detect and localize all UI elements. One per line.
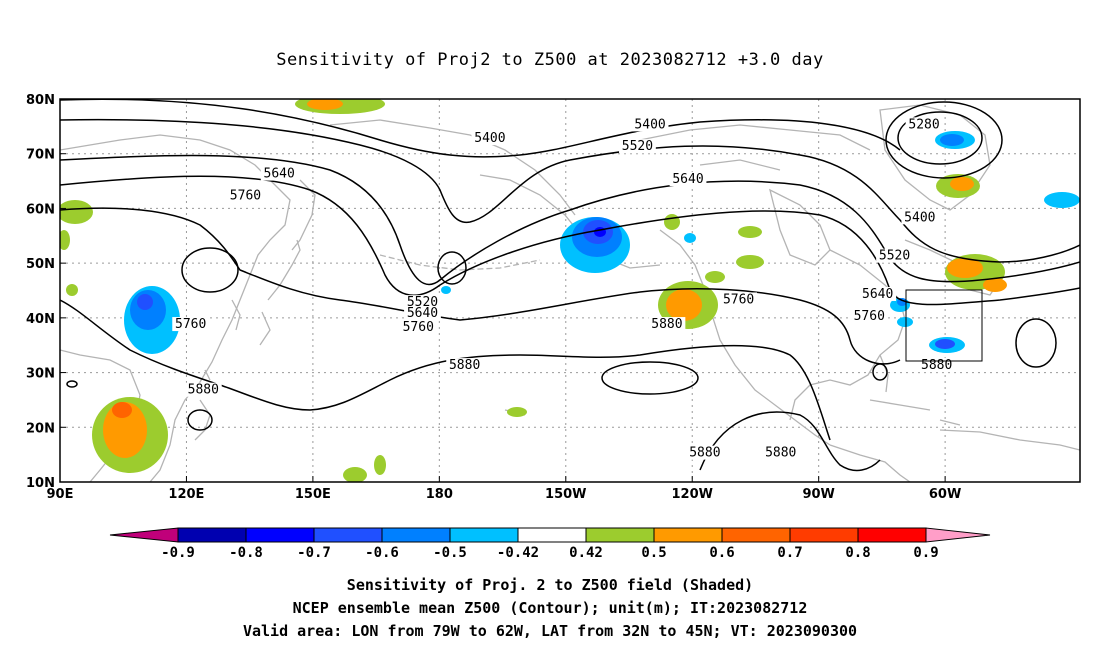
contour-label: 5880	[449, 358, 480, 373]
caption-line-2: NCEP ensemble mean Z500 (Contour); unit(…	[292, 599, 808, 617]
contour-label-bg	[859, 286, 897, 301]
colorbar-tick-label: -0.9	[161, 545, 195, 561]
contour-label: 5400	[634, 117, 665, 132]
contour-label-bg	[172, 317, 210, 332]
colorbar-segment	[857, 527, 927, 543]
z500-contours	[60, 99, 1080, 472]
lat-tick-label: 30N	[26, 367, 55, 382]
lon-tick-label: 120W	[671, 487, 712, 502]
colorbar-segment	[449, 527, 519, 543]
contour-label-bg	[762, 445, 800, 460]
lon-tick-label: 180	[426, 487, 453, 502]
contour-label-bg	[850, 308, 888, 323]
caption-line-1: Sensitivity of Proj. 2 to Z500 field (Sh…	[346, 576, 754, 594]
colorbar-segment	[585, 527, 655, 543]
contour-label-bg	[686, 445, 724, 460]
lon-tick-label: 90W	[802, 487, 834, 502]
colorbar-tick-label: -0.42	[497, 545, 539, 561]
contour-label: 5280	[908, 117, 939, 132]
colorbar-right-arrow	[925, 527, 991, 543]
colorbar-tick-label: 0.8	[845, 545, 870, 561]
lat-tick-label: 50N	[26, 257, 55, 272]
colorbar-segment	[313, 527, 383, 543]
contour-label-bg	[669, 172, 707, 187]
colorbar-tick-label: -0.8	[229, 545, 263, 561]
colorbar-segment	[653, 527, 723, 543]
contour-label-bg	[471, 131, 509, 146]
contour-label: 5760	[230, 188, 261, 203]
colorbar	[109, 527, 991, 543]
contour-label: 5760	[403, 320, 434, 335]
lat-tick-label: 10N	[26, 476, 55, 491]
axis-tick-labels: 90E 120E 150E 180 150W 120W 90W 60W 80N 70N 60N 50N…	[26, 93, 961, 502]
lon-tick-label: 150W	[545, 487, 586, 502]
colorbar-segment	[245, 527, 315, 543]
contour-label: 5520	[622, 139, 653, 154]
colorbar-tick-label: 0.9	[913, 545, 938, 561]
contour-label-bg	[631, 117, 669, 132]
contour-label-bg	[918, 358, 956, 373]
contour-label-bg	[184, 382, 222, 397]
colorbar-tick-label: 0.5	[641, 545, 666, 561]
colorbar-labels: -0.9 -0.8 -0.7 -0.6 -0.5 -0.42 0.42 0.5 0.6 0.7 0.…	[161, 545, 939, 561]
contour-label: 5640	[264, 167, 295, 182]
colorbar-segment	[381, 527, 451, 543]
colorbar-left-arrow	[109, 527, 179, 543]
figure-title: Sensitivity of Proj2 to Z500 at 20230827…	[276, 50, 824, 70]
lon-tick-label: 90E	[47, 487, 74, 502]
lon-tick-label: 150E	[295, 487, 331, 502]
colorbar-segment	[177, 527, 247, 543]
contour-label: 5880	[188, 383, 219, 398]
caption-line-3: Valid area: LON from 79W to 62W, LAT fro…	[242, 622, 858, 640]
lat-tick-label: 60N	[26, 202, 55, 217]
lon-tick-label: 120E	[168, 487, 204, 502]
lon-tick-label: 60W	[929, 487, 961, 502]
contour-label-bg	[227, 188, 264, 203]
colorbar-tick-label: 0.42	[569, 545, 603, 561]
contour-label: 5400	[474, 131, 505, 146]
contour-label-bg	[399, 319, 437, 334]
colorbar-segment	[721, 527, 791, 543]
colorbar-segment	[517, 527, 587, 543]
colorbar-tick-label: -0.5	[433, 545, 467, 561]
valid-area-box	[905, 289, 983, 362]
lat-tick-label: 20N	[26, 421, 55, 436]
contour-label-bg	[720, 292, 757, 307]
contour-label-bg	[905, 117, 943, 132]
lat-tick-label: 80N	[26, 93, 55, 108]
colorbar-tick-label: -0.6	[365, 545, 399, 561]
contour-label: 5760	[723, 292, 754, 307]
colorbar-tick-label: 0.7	[777, 545, 802, 561]
contour-label: 5520	[879, 249, 910, 264]
contour-label-bg	[876, 248, 913, 263]
contour-label: 5880	[689, 446, 720, 461]
contour-label: 5640	[407, 306, 438, 321]
colorbar-tick-label: 0.6	[709, 545, 734, 561]
contour-label-bg	[648, 317, 686, 332]
contour-label: 5760	[175, 317, 206, 332]
contour-label: 5760	[854, 309, 885, 324]
contour-label: 5880	[921, 358, 952, 373]
lat-tick-label: 70N	[26, 148, 55, 163]
axis-ticks	[59, 98, 946, 483]
contour-label: 5880	[765, 446, 796, 461]
contour-label: 5880	[651, 317, 682, 332]
contour-label-bg	[260, 166, 298, 181]
contour-label-bg	[404, 306, 441, 321]
contour-label-bg	[446, 358, 484, 373]
figure-captions: Sensitivity of Proj. 2 to Z500 field (Sh…	[0, 574, 1100, 643]
contour-label: 5640	[862, 287, 893, 302]
contour-label-bg	[619, 139, 656, 154]
colorbar-segment	[789, 527, 859, 543]
lat-tick-label: 40N	[26, 312, 55, 327]
contour-label-bg	[901, 210, 939, 225]
contour-label-bg	[404, 295, 441, 310]
contour-label: 5400	[904, 210, 935, 225]
contour-label: 5640	[672, 172, 703, 187]
colorbar-tick-label: -0.7	[297, 545, 331, 561]
sensitivity-shading	[60, 99, 1080, 482]
map-frame	[59, 98, 1081, 483]
